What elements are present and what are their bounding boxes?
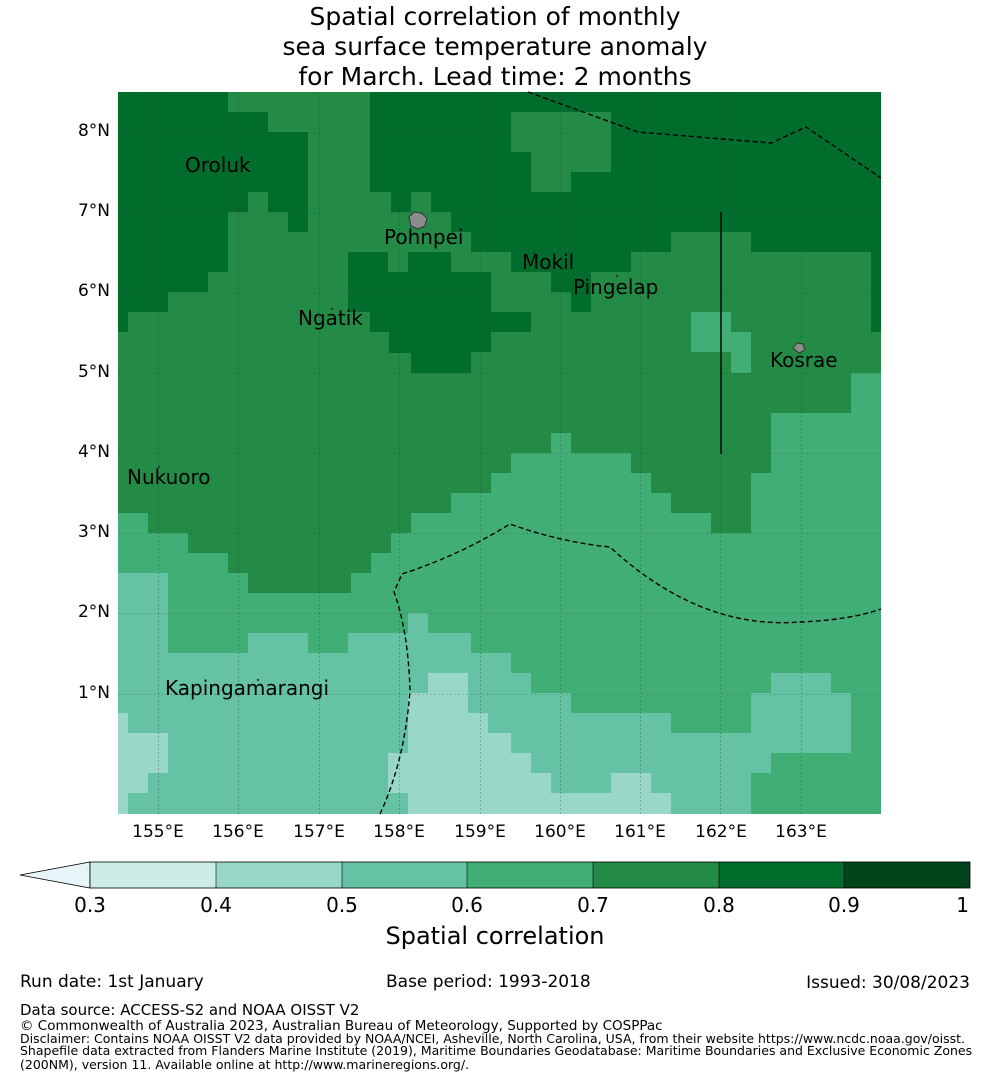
colorbar-bin-0.7-0.8 (593, 862, 719, 888)
place-label-ngatik: Ngatik (298, 306, 363, 330)
colorbar-tick: 0.5 (326, 893, 358, 917)
eez-boundaries (379, 91, 882, 815)
place-label-mokil: Mokil (522, 250, 575, 274)
nukuoro-atoll (157, 465, 161, 469)
title-line-1: Spatial correlation of monthly (309, 2, 681, 31)
lat-label: 5°N (77, 362, 110, 382)
lat-label: 6°N (77, 281, 110, 301)
region-corr-07-08 (511, 112, 611, 192)
lat-label: 8°N (77, 121, 110, 141)
region-corr-04-05 (118, 713, 168, 814)
lon-label: 162°E (695, 822, 747, 842)
colorbar-bin-0.3-0.4 (90, 862, 216, 888)
lon-label: 157°E (293, 822, 345, 842)
copyright-notice: © Commonwealth of Australia 2023, Austra… (20, 1018, 663, 1034)
colorbar-tick: 1 (956, 893, 969, 917)
kosrae-island (792, 342, 806, 354)
colorbar-bin-0.8-0.9 (719, 862, 844, 888)
place-label-pingelap: Pingelap (573, 275, 659, 299)
colorbar-bin-0.4-0.5 (216, 862, 342, 888)
lon-label: 156°E (212, 822, 264, 842)
title-line-3: for March. Lead time: 2 months (298, 62, 692, 91)
colorbar-extend-arrow (19, 861, 91, 889)
run-date: Run date: 1st January (20, 972, 204, 992)
chart-title: Spatial correlation of monthly sea surfa… (0, 2, 990, 92)
region-corr-05-06 (118, 573, 851, 814)
colorbar-tick: 0.9 (828, 893, 860, 917)
lon-label: 159°E (454, 822, 506, 842)
region-corr-04-05 (388, 673, 671, 814)
lat-label: 1°N (77, 683, 110, 703)
disclaimer-line-3: (200NM), version 11. Available online at… (20, 1057, 470, 1072)
mokil-atoll (532, 251, 536, 255)
place-label-kosrae: Kosrae (770, 348, 838, 372)
pohnpei-island (408, 211, 428, 230)
base-period: Base period: 1993-2018 (386, 972, 591, 992)
place-label-kapingamarangi: Kapingamarangi (165, 676, 330, 700)
colorbar-bin-0.6-0.7 (467, 862, 593, 888)
lat-label: 4°N (77, 442, 110, 462)
lon-label: 160°E (534, 822, 586, 842)
title-line-2: sea surface temperature anomaly (282, 32, 708, 61)
lon-label: 158°E (373, 822, 425, 842)
colorbar-bin-0.5-0.6 (342, 862, 467, 888)
place-label-pohnpei: Pohnpei (384, 225, 464, 249)
region-corr-08-09 (118, 92, 308, 332)
pingelap-atoll (615, 274, 619, 278)
data-source: Data source: ACCESS-S2 and NOAA OISST V2 (20, 1001, 360, 1019)
colorbar-label: Spatial correlation (385, 922, 605, 950)
colorbar (19, 861, 971, 889)
disclaimer-line-1: Disclaimer: Contains NOAA OISST V2 data … (20, 1031, 965, 1046)
issued-date: Issued: 30/08/2023 (806, 973, 970, 993)
disclaimer-line-2: Shapefile data extracted from Flanders M… (20, 1043, 973, 1058)
lon-label: 155°E (132, 822, 184, 842)
region-corr-07-08 (228, 92, 370, 132)
lat-label: 2°N (77, 602, 110, 622)
colorbar-tick: 0.6 (451, 893, 483, 917)
region-corr-08-09 (370, 92, 881, 332)
colorbar-tick: 0.7 (577, 893, 609, 917)
ngatik-atoll (330, 307, 334, 311)
colorbar-tick: 0.4 (200, 893, 232, 917)
lat-label: 7°N (77, 201, 110, 221)
lon-label: 163°E (775, 822, 827, 842)
lat-label: 3°N (77, 522, 110, 542)
place-label-nukuoro: Nukuoro (127, 465, 211, 489)
region-corr-08-09 (348, 252, 531, 373)
colorbar-tick: 0.8 (703, 893, 735, 917)
colorbar-bin-0.9-1 (844, 862, 970, 888)
colorbar-tick: 0.3 (74, 893, 106, 917)
lon-label: 161°E (614, 822, 666, 842)
place-label-oroluk: Oroluk (185, 153, 251, 177)
kapingamarangi-atoll (256, 678, 260, 682)
